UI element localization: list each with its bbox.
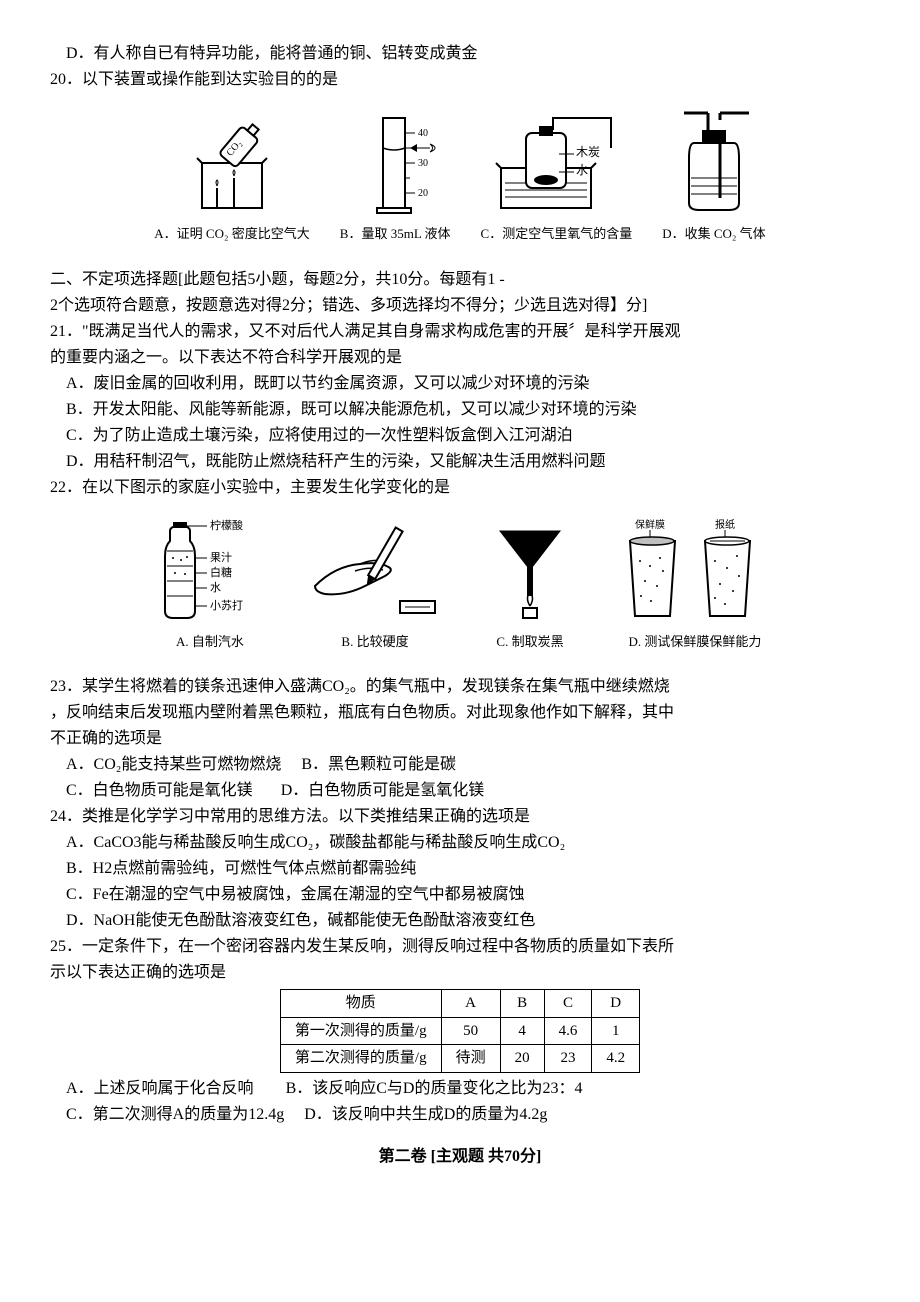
q22-bottle-l2: 白糖 [210,565,232,579]
q25-B: B．该反响应C与D的质量变化之比为23：4 [286,1080,583,1097]
q23-options-row1: A．CO₂能支持某些可燃物燃烧 B．黑色颗粒可能是碳 [50,753,870,777]
q24-B: B．H2点燃前需验纯，可燃性气体点燃前都需验纯 [50,857,870,881]
q23-stem1: 23．某学生将燃着的镁条迅速伸入盛满CO₂。的集气瓶中，发现镁条在集气瓶中继续燃… [50,675,870,699]
q21-C: C．为了防止造成土壤污染，应将使用过的一次性塑料饭盒倒入江河湖泊 [50,424,870,448]
q22-bottle-l1: 果汁 [210,551,232,564]
part2-title: 第二卷 [主观题 共70分] [50,1145,870,1169]
q20-figC-svg: 木炭 水 [481,108,631,218]
q23-stem3: 不正确的选项是 [50,727,870,751]
q20-capC: C．测定空气里氧气的含量 [481,224,633,244]
q25-h1: A [441,990,500,1018]
q25-C: C．第二次测得A的质量为12.4g [66,1106,284,1123]
q22-capC: C. 制取炭黑 [496,632,563,652]
q20-figB-svg: 40 30 20 [345,108,445,218]
q24-stem: 24．类推是化学学习中常用的思维方法。以下类推结果正确的选项是 [50,805,870,829]
q22-figA: 柠檬酸 果汁 白糖 水 小苏打 A. 自制汽水 [145,516,275,652]
q25-r1c2: 4 [500,1017,544,1045]
section2-title1: 二、不定项选择题[此题包括5小题，每题2分，共10分。每题有1 - [50,268,870,292]
q25-h2: B [500,990,544,1018]
table-row: 物质 A B C D [280,990,639,1018]
q20-capD: D．收集 CO₂ 气体 [662,224,765,244]
q25-r2c1: 待测 [441,1045,500,1073]
q25-table: 物质 A B C D 第一次测得的质量/g 50 4 4.6 1 第二次测得的质… [280,989,640,1073]
q25-stem1: 25．一定条件下，在一个密闭容器内发生某反响，测得反响过程中各物质的质量如下表所 [50,935,870,959]
q20-figD: D．收集 CO₂ 气体 [662,108,765,244]
q25-r2c0: 第二次测得的质量/g [280,1045,441,1073]
q24-A: A．CaCO3能与稀盐酸反响生成CO₂，碳酸盐都能与稀盐酸反响生成CO₂ [50,831,870,855]
q23-stem2: ，反响结束后发现瓶内壁附着黑色颗粒，瓶底有白色物质。对此现象他作如下解释，其中 [50,701,870,725]
q25-options-row2: C．第二次测得A的质量为12.4g D．该反响中共生成D的质量为4.2g [50,1103,870,1127]
q20-scale-30: 30 [418,158,428,169]
q22-figures: 柠檬酸 果汁 白糖 水 小苏打 A. 自制汽水 B. [50,516,870,652]
q22-figC-svg [475,516,585,626]
q22-bottle-l4: 小苏打 [210,598,243,612]
q25-r1c4: 1 [592,1017,640,1045]
q22-bottle-l0: 柠檬酸 [210,518,243,532]
q25-r1c1: 50 [441,1017,500,1045]
q23-A: A．CO₂能支持某些可燃物燃烧 [66,756,281,773]
q21-B: B．开发太阳能、风能等新能源，既可以解决能源危机，又可以减少对环境的污染 [50,398,870,422]
table-row: 第一次测得的质量/g 50 4 4.6 1 [280,1017,639,1045]
q22-bottle-l3: 水 [210,581,221,594]
q23-B: B．黑色颗粒可能是碳 [301,756,456,773]
q20-figA: CO₂ A．证明 CO₂ 密度比空气大 [154,108,309,244]
q20-figC-charcoal: 木炭 [576,145,600,159]
q22-stem: 22．在以下图示的家庭小实验中，主要发生化学变化的是 [50,476,870,500]
q25-h4: D [592,990,640,1018]
q25-r2c3: 23 [544,1045,592,1073]
q22-capA: A. 自制汽水 [176,632,244,652]
q25-h3: C [544,990,592,1018]
q22-glass-l1: 报纸 [715,518,735,531]
q20-figures: CO₂ A．证明 CO₂ 密度比空气大 40 30 20 B．量取 35mL 液… [50,108,870,244]
q25-r2c4: 4.2 [592,1045,640,1073]
q23-options-row2: C．白色物质可能是氧化镁 D．白色物质可能是氢氧化镁 [50,779,870,803]
q25-r1c3: 4.6 [544,1017,592,1045]
table-row: 第二次测得的质量/g 待测 20 23 4.2 [280,1045,639,1073]
q22-capB: B. 比较硬度 [341,632,408,652]
q25-A: A．上述反响属于化合反响 [66,1080,254,1097]
q22-figB-svg [305,516,445,626]
q20-capB: B．量取 35mL 液体 [340,224,451,244]
q20-scale-40: 40 [418,128,428,139]
q25-options-row1: A．上述反响属于化合反响 B．该反响应C与D的质量变化之比为23：4 [50,1077,870,1101]
q21-stem1: 21．"既满足当代人的需求，又不对后代人满足其自身需求构成危害的开展〞是科学开展… [50,320,870,344]
q22-figD-svg: 保鲜膜 报纸 [615,516,775,626]
q22-figA-svg: 柠檬酸 果汁 白糖 水 小苏打 [145,516,275,626]
q21-stem2: 的重要内涵之一。以下表达不符合科学开展观的是 [50,346,870,370]
q19-optD: D．有人称自已有特异功能，能将普通的铜、铝转变成黄金 [50,42,870,66]
q23-D: D．白色物质可能是氢氧化镁 [281,782,485,799]
q24-C: C．Fe在潮湿的空气中易被腐蚀，金属在潮湿的空气中都易被腐蚀 [50,883,870,907]
q23-C: C．白色物质可能是氧化镁 [66,782,253,799]
q24-D: D．NaOH能使无色酚酞溶液变红色，碱都能使无色酚酞溶液变红色 [50,909,870,933]
q20-figB: 40 30 20 B．量取 35mL 液体 [340,108,451,244]
q21-D: D．用秸秆制沼气，既能防止燃烧秸秆产生的污染，又能解决生活用燃料问题 [50,450,870,474]
q21-A: A．废旧金属的回收利用，既町以节约金属资源，又可以减少对环境的污染 [50,372,870,396]
q20-scale-20: 20 [418,188,428,199]
q20-figC-water: 水 [576,163,588,177]
q22-glass-l0: 保鲜膜 [635,518,665,531]
q22-figC: C. 制取炭黑 [475,516,585,652]
q25-r2c2: 20 [500,1045,544,1073]
q25-r1c0: 第一次测得的质量/g [280,1017,441,1045]
q25-stem2: 示以下表达正确的选项是 [50,961,870,985]
q20-figD-svg [664,108,764,218]
q20-figC: 木炭 水 C．测定空气里氧气的含量 [481,108,633,244]
q22-capD: D. 测试保鲜膜保鲜能力 [629,632,762,652]
section2-title2: 2个选项符合题意，按题意选对得2分；错选、多项选择均不得分；少选且选对得】分] [50,294,870,318]
q20-capA: A．证明 CO₂ 密度比空气大 [154,224,309,244]
q20-stem: 20．以下装置或操作能到达实验目的的是 [50,68,870,92]
q25-D: D．该反响中共生成D的质量为4.2g [304,1106,547,1123]
q25-h0: 物质 [280,990,441,1018]
q20-figA-svg: CO₂ [172,108,292,218]
q22-figB: B. 比较硬度 [305,516,445,652]
q22-figD: 保鲜膜 报纸 D. 测试保鲜膜保鲜能力 [615,516,775,652]
